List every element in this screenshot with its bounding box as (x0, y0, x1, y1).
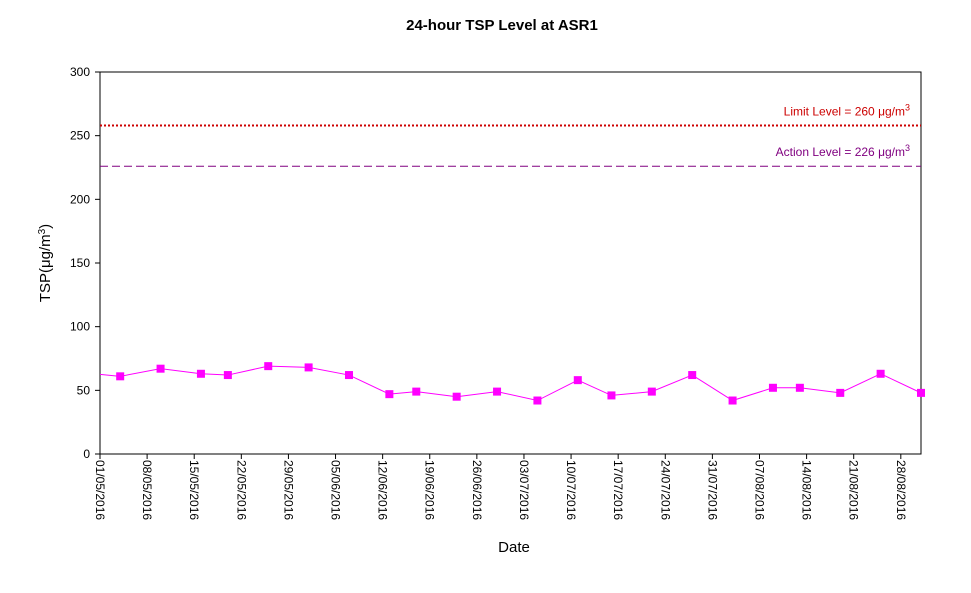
x-tick-label: 14/08/2016 (800, 460, 814, 520)
data-point (728, 396, 737, 405)
reference-line-label: Limit Level = 260 μg/m3 (784, 102, 910, 118)
y-axis-label: TSP(μg/m3) (37, 224, 55, 302)
x-tick-label: 24/07/2016 (658, 460, 672, 520)
data-point (917, 388, 925, 397)
data-point (533, 396, 542, 405)
y-tick-label: 0 (83, 447, 90, 461)
data-point (688, 371, 697, 380)
data-point (412, 387, 421, 396)
x-tick-label: 21/08/2016 (847, 460, 861, 520)
data-point (156, 364, 165, 373)
x-axis-label: Date (498, 539, 530, 556)
data-point (795, 383, 804, 392)
data-point (264, 362, 273, 371)
data-point (573, 376, 582, 385)
y-tick-label: 250 (70, 129, 90, 143)
x-tick-label: 19/06/2016 (423, 460, 437, 520)
x-tick-label: 05/06/2016 (329, 460, 343, 520)
data-point (876, 369, 885, 378)
x-tick-label: 17/07/2016 (611, 460, 625, 520)
x-tick-label: 07/08/2016 (752, 460, 766, 520)
x-tick-label: 26/06/2016 (470, 460, 484, 520)
reference-line-label: Action Level = 226 μg/m3 (776, 143, 910, 159)
data-point (304, 363, 313, 372)
data-point (768, 383, 777, 392)
y-tick-label: 50 (77, 383, 91, 397)
data-point (647, 387, 656, 396)
y-tick-label: 300 (70, 65, 90, 79)
data-point (196, 369, 205, 378)
data-point (836, 388, 845, 397)
x-tick-label: 29/05/2016 (281, 460, 295, 520)
chart-title: 24-hour TSP Level at ASR1 (406, 17, 598, 34)
data-point (452, 392, 461, 401)
data-point (607, 391, 616, 400)
data-point (493, 387, 502, 396)
x-tick-label: 31/07/2016 (705, 460, 719, 520)
data-point (385, 390, 394, 399)
x-tick-label: 22/05/2016 (234, 460, 248, 520)
plot-area (99, 71, 922, 455)
x-tick-label: 03/07/2016 (517, 460, 531, 520)
x-tick-label: 12/06/2016 (376, 460, 390, 520)
data-point (223, 371, 232, 380)
data-point (116, 372, 125, 381)
y-tick-label: 200 (70, 192, 90, 206)
y-tick-label: 100 (70, 320, 90, 334)
x-tick-label: 01/05/2016 (93, 460, 107, 520)
x-tick-label: 08/05/2016 (140, 460, 154, 520)
x-tick-label: 15/05/2016 (187, 460, 201, 520)
x-tick-label: 28/08/2016 (894, 460, 908, 520)
y-tick-label: 150 (70, 256, 90, 270)
data-point (344, 371, 353, 380)
x-tick-label: 10/07/2016 (564, 460, 578, 520)
